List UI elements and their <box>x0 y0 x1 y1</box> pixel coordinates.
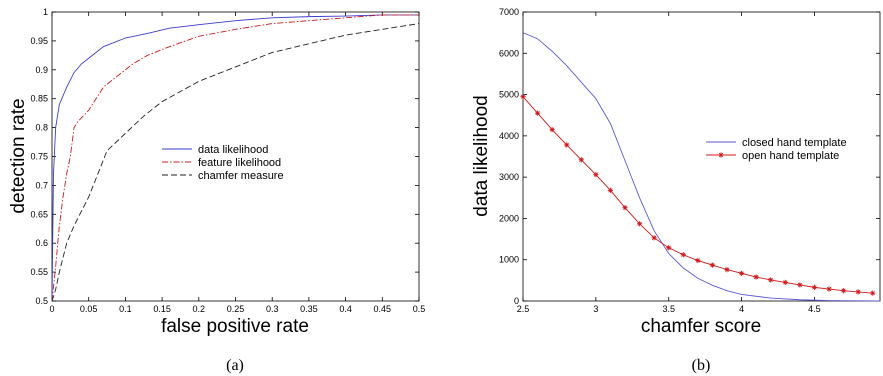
b-series-point <box>680 252 686 258</box>
b-x-tick-label: 3 <box>593 304 598 314</box>
a-y-tick-label: 0.5 <box>35 296 48 306</box>
chart-a: 0 0.05 0.1 0.15 0.2 0.25 0.3 0.35 0.4 0.45 0.5 0.5 0… <box>8 7 425 374</box>
b-x-tick-label: 2.5 <box>517 304 530 314</box>
a-x-tick-label: 0 <box>49 304 54 314</box>
b-x-tick-label: 4 <box>739 304 744 314</box>
b-legend-label-1: open hand template <box>742 150 839 162</box>
b-series-point <box>607 187 614 193</box>
a-x-tick-label: 0.1 <box>119 304 132 314</box>
b-series-point <box>870 290 876 296</box>
b-series-point <box>651 235 657 241</box>
b-series-point <box>593 172 599 178</box>
b-series-point <box>782 279 788 286</box>
chart-a-caption: (a) <box>226 357 244 374</box>
a-legend-label-2: chamfer measure <box>198 170 284 182</box>
a-legend-label-1: feature likelihood <box>198 157 281 169</box>
chart-b-y-axis-label: data likelihood <box>471 95 492 216</box>
b-series-point <box>695 257 701 264</box>
b-y-tick-label: 5000 <box>499 90 519 100</box>
b-y-tick-label: 1000 <box>499 255 519 265</box>
a-x-tick-label: 0.3 <box>266 304 279 314</box>
b-series-point <box>811 284 818 290</box>
b-series-point <box>564 142 570 148</box>
b-series-point <box>855 289 861 295</box>
chart-b: 2.5 3 3.5 4 4.5 0 1000 2000 3000 4000 5000 6000 7000… <box>471 7 881 374</box>
b-series-point <box>724 267 730 273</box>
a-y-tick-label: 0.75 <box>30 152 48 162</box>
b-series-point <box>797 282 803 288</box>
a-x-tick-label: 0.35 <box>300 304 318 314</box>
a-x-tick-label: 0.45 <box>374 304 392 314</box>
b-series-point <box>840 288 847 294</box>
a-series-line-2 <box>51 23 420 302</box>
b-y-tick-label: 4000 <box>499 131 519 141</box>
b-y-tick-label: 2000 <box>499 213 519 223</box>
chart-a-series <box>51 14 420 302</box>
a-x-tick-label: 0.05 <box>80 304 98 314</box>
b-y-tick-label: 6000 <box>499 48 519 58</box>
b-y-tick-label: 3000 <box>499 172 519 182</box>
chart-a-x-axis-label: false positive rate <box>161 316 309 337</box>
b-series-line-0 <box>522 32 881 302</box>
a-y-tick-label: 0.85 <box>30 94 48 104</box>
a-y-tick-label: 0.6 <box>35 238 48 248</box>
b-series-point <box>636 221 643 227</box>
b-series-point <box>534 110 541 116</box>
a-y-tick-label: 0.9 <box>35 65 48 75</box>
a-series-line-1 <box>51 14 419 302</box>
b-series-point <box>768 277 774 283</box>
chart-a-ticks: 0 0.05 0.1 0.15 0.2 0.25 0.3 0.35 0.4 0.45 0.5 0.5 0… <box>30 7 425 314</box>
a-x-tick-label: 0.4 <box>339 304 352 314</box>
b-series-line-1 <box>522 96 873 294</box>
b-series-point <box>738 270 745 276</box>
b-series-point <box>578 157 584 163</box>
b-x-tick-label: 4.5 <box>808 304 821 314</box>
a-x-tick-label: 0.5 <box>413 304 426 314</box>
b-series-point <box>709 262 716 268</box>
chart-b-frame <box>522 11 881 302</box>
chart-b-caption: (b) <box>692 357 711 374</box>
a-legend-label-0: data likelihood <box>198 144 268 156</box>
b-series-point <box>666 245 672 251</box>
a-x-tick-label: 0.25 <box>227 304 245 314</box>
b-series-point <box>753 274 759 280</box>
a-y-tick-label: 0.65 <box>30 209 48 219</box>
b-y-tick-label: 7000 <box>499 7 519 17</box>
a-x-tick-label: 0.2 <box>193 304 206 314</box>
b-legend-label-0: closed hand template <box>742 137 847 149</box>
chart-b-x-axis-label: chamfer score <box>641 316 761 337</box>
a-series-line-0 <box>51 14 419 302</box>
a-y-tick-label: 0.8 <box>35 123 48 133</box>
a-y-tick-label: 1 <box>43 7 48 17</box>
b-series-point <box>826 286 832 292</box>
chart-b-series <box>520 32 881 302</box>
b-series-point <box>520 94 526 100</box>
a-y-tick-label: 0.55 <box>30 267 48 277</box>
b-series-point <box>549 127 555 133</box>
b-y-tick-label: 0 <box>514 296 519 306</box>
a-y-tick-label: 0.95 <box>30 36 48 46</box>
a-x-tick-label: 0.15 <box>153 304 171 314</box>
b-series-point <box>622 205 628 211</box>
chart-b-ticks: 2.5 3 3.5 4 4.5 0 1000 2000 3000 4000 5000 6000 7000 <box>499 7 880 314</box>
chart-a-y-axis-label: detection rate <box>8 98 29 213</box>
b-x-tick-label: 3.5 <box>662 304 675 314</box>
a-y-tick-label: 0.7 <box>35 180 48 190</box>
